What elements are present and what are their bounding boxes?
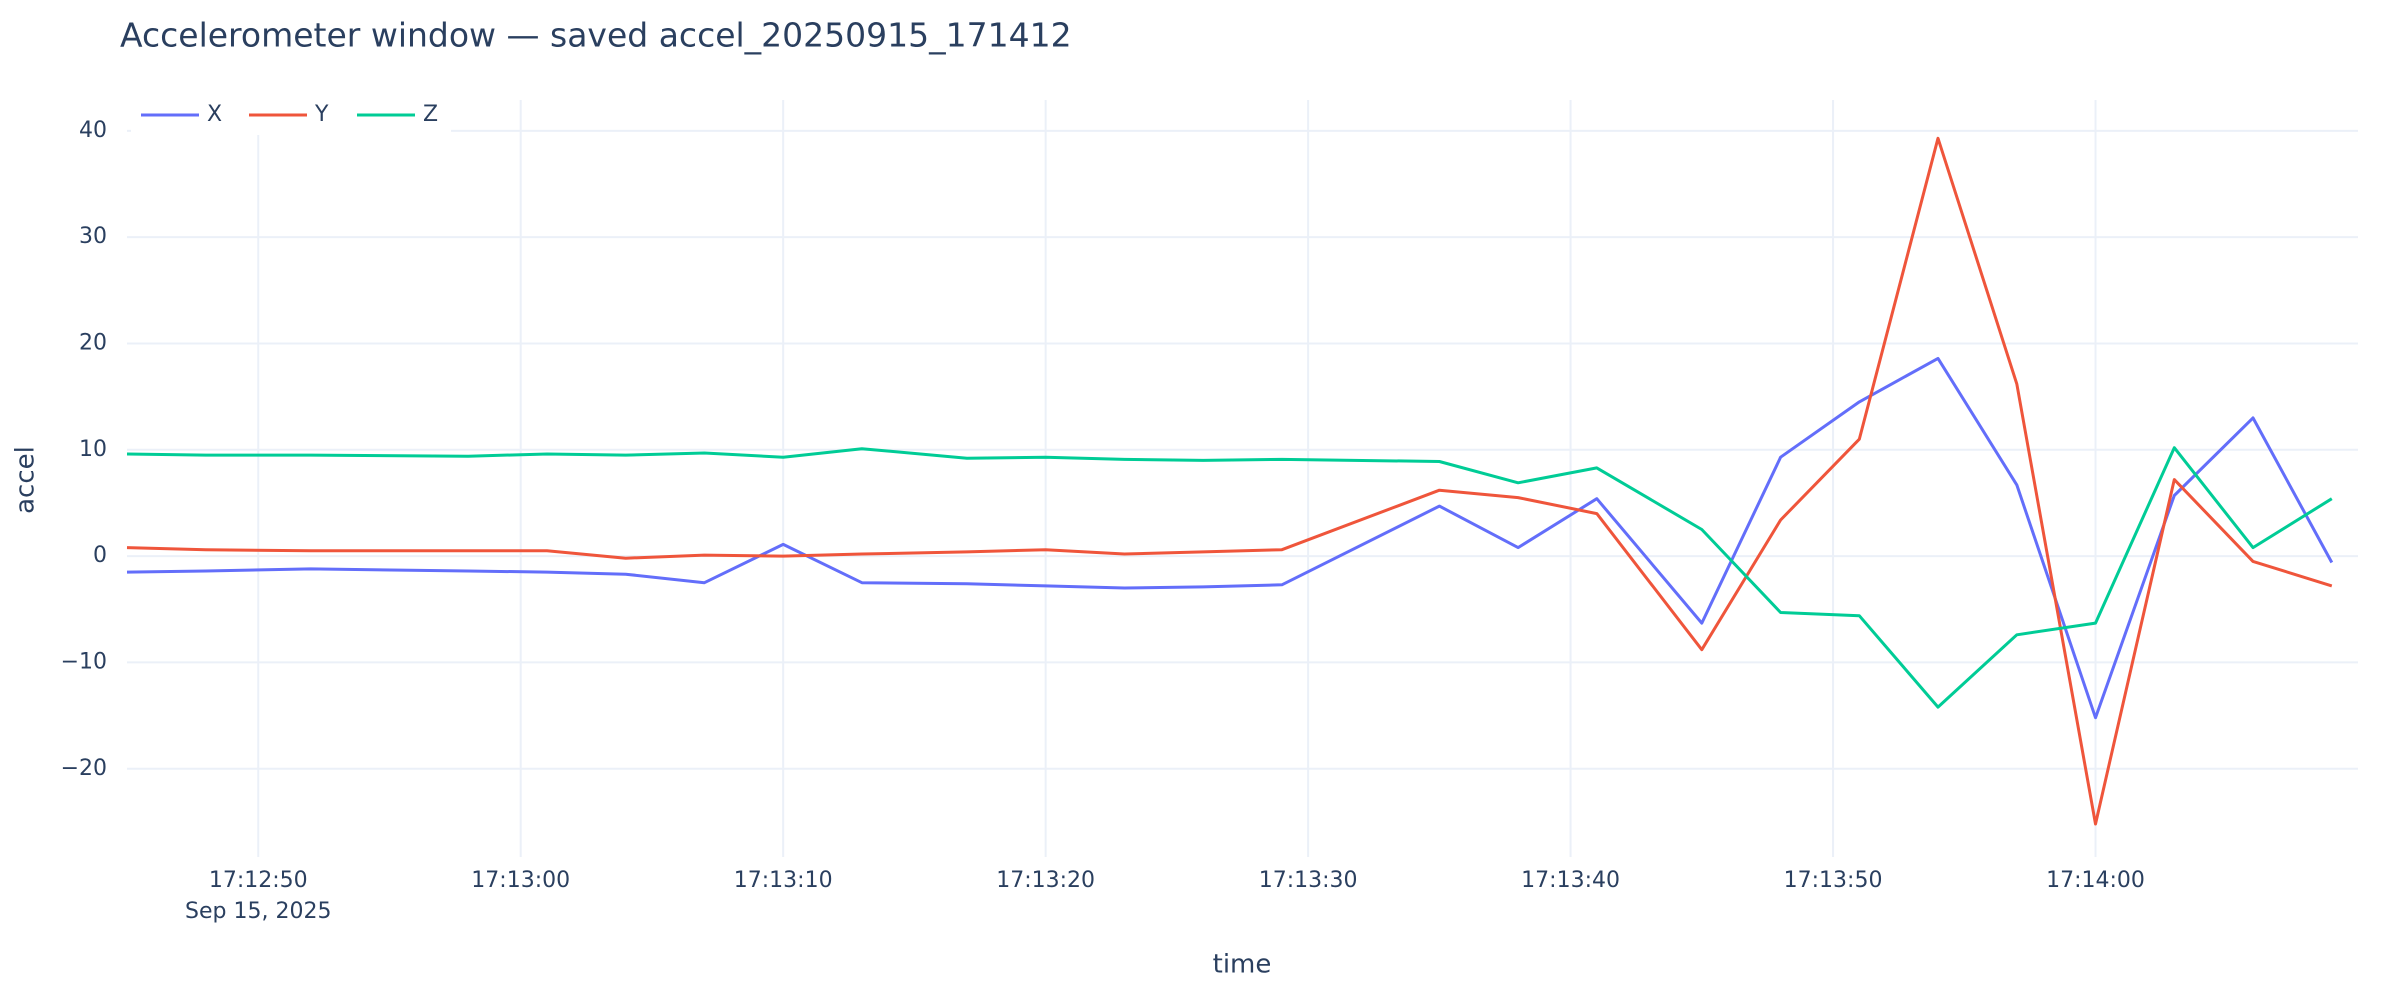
y-tick-label: 40 — [79, 118, 107, 143]
y-tick-label: −20 — [61, 756, 107, 781]
legend-label: X — [207, 102, 222, 127]
legend-label: Z — [423, 102, 438, 127]
y-tick-label: 10 — [79, 437, 107, 462]
x-axis-title: time — [1213, 950, 1272, 980]
x-tick-label: 17:12:50 — [209, 868, 308, 893]
x-tick-label: 17:13:30 — [1259, 868, 1358, 893]
y-tick-label: 0 — [93, 543, 107, 568]
series-line — [126, 136, 2333, 826]
x-tick-label: 17:14:00 — [2046, 868, 2145, 893]
y-tick-label: −10 — [61, 649, 107, 674]
y-tick-label: 30 — [79, 224, 107, 249]
grid — [127, 100, 2358, 857]
chart-title: Accelerometer window — saved accel_20250… — [120, 16, 1072, 55]
x-tick-label: 17:13:40 — [1521, 868, 1620, 893]
series-line — [126, 446, 2333, 709]
y-tick-label: 20 — [79, 330, 107, 355]
y-axis-title: accel — [11, 446, 41, 514]
x-tick-label: 17:13:00 — [471, 868, 570, 893]
x-tick-label: 17:13:10 — [734, 868, 833, 893]
series-line — [126, 356, 2334, 720]
x-date-label: Sep 15, 2025 — [185, 899, 331, 924]
x-tick-label: 17:13:20 — [996, 868, 1095, 893]
legend-label: Y — [314, 102, 329, 127]
x-tick-label: 17:13:50 — [1784, 868, 1883, 893]
